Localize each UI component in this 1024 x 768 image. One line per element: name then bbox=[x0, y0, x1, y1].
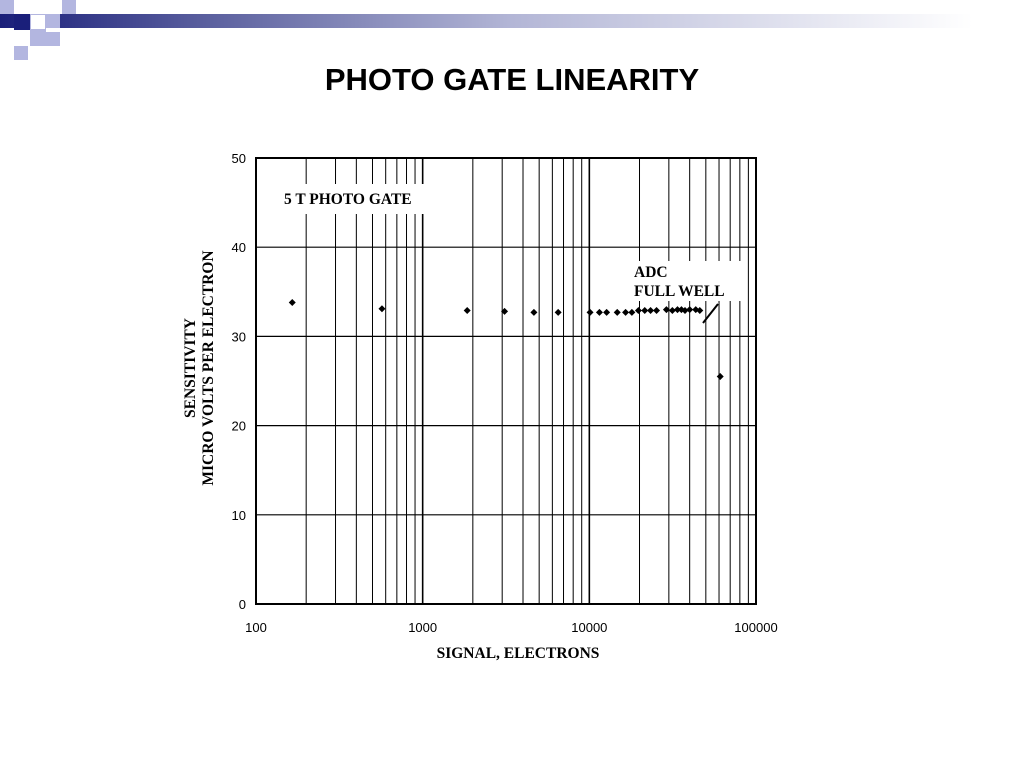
legend-label: 5 T PHOTO GATE bbox=[284, 191, 412, 208]
data-point bbox=[378, 305, 386, 313]
grid-minor-lines bbox=[305, 158, 749, 604]
data-point bbox=[628, 308, 636, 316]
annotation-adc-full-well: ADC FULL WELL bbox=[629, 261, 743, 324]
annotation-bg bbox=[629, 261, 743, 301]
data-point bbox=[641, 307, 649, 315]
y-axis-label-line2: MICRO VOLTS PER ELECTRON bbox=[200, 250, 217, 485]
annotation-pointer-line bbox=[702, 303, 719, 324]
data-point bbox=[686, 306, 694, 314]
y-axis-label: SENSITIVITY MICRO VOLTS PER ELECTRON bbox=[182, 250, 217, 485]
data-point bbox=[716, 373, 724, 381]
plot-frame bbox=[255, 157, 757, 605]
y-tick-label: 20 bbox=[232, 419, 246, 434]
x-tick-label: 100000 bbox=[734, 620, 777, 635]
data-point bbox=[603, 308, 611, 316]
legend-box: 5 T PHOTO GATE bbox=[278, 184, 462, 214]
data-point bbox=[463, 307, 471, 315]
data-points bbox=[288, 299, 724, 381]
legend-box-bg bbox=[278, 184, 462, 214]
plot-area bbox=[256, 158, 756, 604]
y-tick-labels: 0 10 20 30 40 50 bbox=[232, 151, 246, 612]
x-tick-label: 100 bbox=[245, 620, 267, 635]
data-point bbox=[681, 307, 689, 315]
data-point bbox=[554, 308, 562, 316]
x-axis-label: SIGNAL, ELECTRONS bbox=[437, 645, 600, 662]
data-point bbox=[586, 308, 594, 316]
y-tick-label: 10 bbox=[232, 508, 246, 523]
header-gradient-band bbox=[0, 14, 1024, 28]
data-point bbox=[622, 308, 630, 316]
data-point bbox=[530, 308, 538, 316]
y-tick-label: 40 bbox=[232, 240, 246, 255]
x-tick-label: 1000 bbox=[408, 620, 437, 635]
x-tick-labels: 100 1000 10000 100000 bbox=[245, 620, 778, 635]
data-point bbox=[653, 307, 661, 315]
x-tick-label: 10000 bbox=[571, 620, 607, 635]
y-tick-label: 30 bbox=[232, 329, 246, 344]
data-point bbox=[288, 299, 296, 307]
y-tick-label: 0 bbox=[239, 597, 246, 612]
annotation-line1: ADC bbox=[634, 264, 668, 281]
data-point bbox=[595, 308, 603, 316]
data-point bbox=[613, 308, 621, 316]
slide-title: PHOTO GATE LINEARITY bbox=[324, 62, 700, 97]
data-point bbox=[696, 307, 704, 315]
data-point bbox=[668, 307, 676, 315]
data-point bbox=[662, 306, 670, 314]
y-axis-label-line1: SENSITIVITY bbox=[182, 318, 199, 418]
data-point bbox=[634, 307, 642, 315]
data-point bbox=[647, 307, 655, 315]
data-point bbox=[673, 306, 681, 314]
annotation-line2: FULL WELL bbox=[634, 283, 725, 300]
y-tick-label: 50 bbox=[232, 151, 246, 166]
data-point bbox=[501, 307, 509, 315]
